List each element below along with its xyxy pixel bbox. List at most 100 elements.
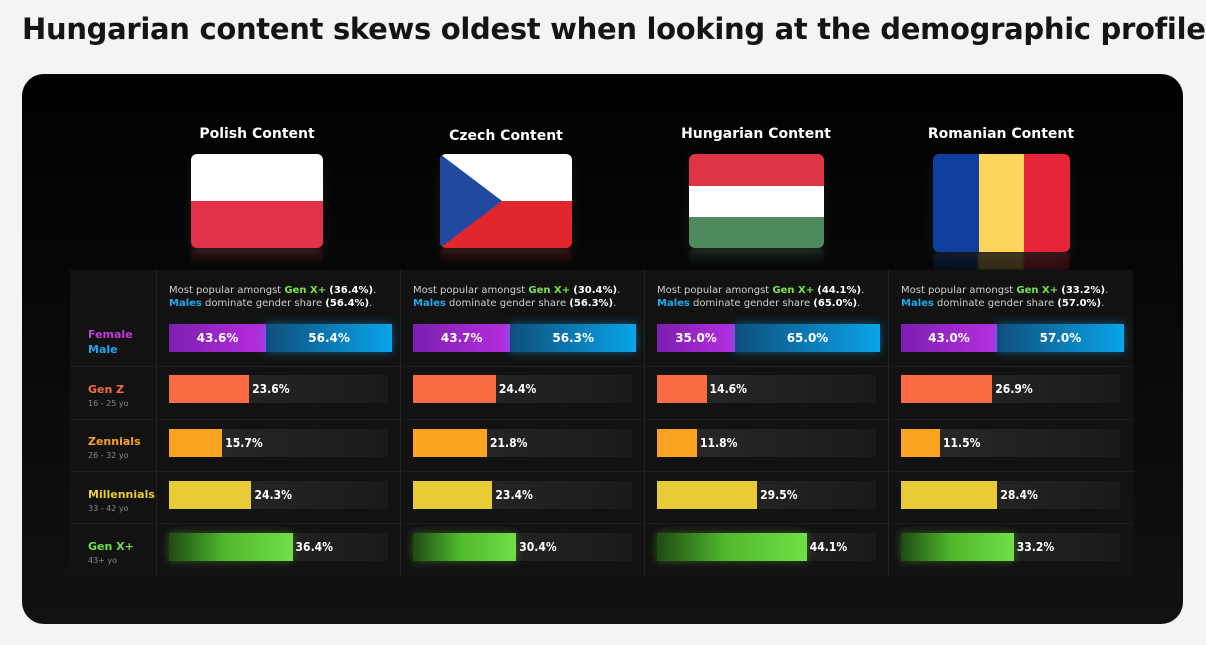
column-header-polish: Polish Content bbox=[142, 124, 372, 266]
bar-value-label: 26.9% bbox=[995, 382, 1033, 396]
row-label-gender: Female Male bbox=[88, 327, 133, 357]
bar-genz bbox=[657, 375, 707, 403]
row-label-age: 43+ yo bbox=[88, 556, 118, 565]
bar-zennials bbox=[657, 429, 698, 457]
female-bar-segment bbox=[169, 324, 267, 352]
divider bbox=[400, 270, 401, 576]
column-note: Most popular amongst Gen X+ (36.4%). Male… bbox=[169, 284, 376, 310]
bar-track-zennials: 21.8% bbox=[413, 429, 632, 457]
bar-zennials bbox=[901, 429, 941, 457]
gender-stacked-bar: 43.6% 56.4% bbox=[169, 324, 392, 352]
bar-track-genz: 23.6% bbox=[169, 375, 388, 403]
gender-stacked-bar: 43.0% 57.0% bbox=[901, 324, 1124, 352]
bar-value-label: 15.7% bbox=[225, 436, 263, 450]
male-bar-segment bbox=[266, 324, 392, 352]
bar-millennials bbox=[901, 481, 998, 509]
bar-value-label: 28.4% bbox=[1000, 488, 1038, 502]
note-gender-line: Males dominate gender share (56.3%). bbox=[413, 298, 617, 309]
bar-millennials bbox=[657, 481, 758, 509]
data-table: Female Male Gen Z 16 - 25 yo Zennials 26… bbox=[70, 270, 1133, 576]
divider bbox=[644, 270, 645, 576]
bar-track-zennials: 11.8% bbox=[657, 429, 876, 457]
bar-track-genz: 24.4% bbox=[413, 375, 632, 403]
note-gender-line: Males dominate gender share (65.0%). bbox=[657, 298, 861, 309]
bar-millennials bbox=[413, 481, 493, 509]
column-header-czech: Czech Content bbox=[391, 126, 621, 266]
page-title: Hungarian content skews oldest when look… bbox=[22, 12, 1206, 46]
row-label-genz: Gen Z 16 - 25 yo bbox=[88, 382, 129, 410]
column-header-romanian: Romanian Content bbox=[886, 124, 1116, 270]
gender-stacked-bar: 43.7% 56.3% bbox=[413, 324, 636, 352]
bar-value-label: 36.4% bbox=[295, 540, 333, 554]
divider bbox=[888, 270, 889, 576]
female-label: Female bbox=[88, 328, 133, 341]
bar-value-label: 11.5% bbox=[943, 436, 981, 450]
bar-value-label: 44.1% bbox=[809, 540, 848, 554]
bar-track-millennials: 28.4% bbox=[901, 481, 1120, 509]
bar-value-label: 30.4% bbox=[519, 540, 557, 554]
column-title: Romanian Content bbox=[927, 126, 1075, 142]
row-label-zennials: Zennials 26 - 32 yo bbox=[88, 434, 141, 462]
bar-value-label: 23.6% bbox=[252, 382, 290, 396]
row-label-text: Zennials bbox=[88, 435, 141, 448]
bar-track-genx: 36.4% bbox=[169, 533, 388, 561]
bar-zennials bbox=[413, 429, 487, 457]
divider bbox=[70, 471, 1133, 472]
column-note: Most popular amongst Gen X+ (30.4%). Male… bbox=[413, 284, 620, 310]
gender-stacked-bar: 35.0% 65.0% bbox=[657, 324, 880, 352]
row-label-genx: Gen X+ 43+ yo bbox=[88, 539, 134, 567]
column-title: Czech Content bbox=[449, 128, 563, 144]
bar-track-zennials: 15.7% bbox=[169, 429, 388, 457]
note-popular-line: Most popular amongst Gen X+ (44.1%). bbox=[657, 285, 865, 296]
female-bar-segment bbox=[657, 324, 736, 352]
male-bar-segment bbox=[735, 324, 880, 352]
row-label-text: Gen X+ bbox=[88, 540, 134, 553]
female-bar-segment bbox=[413, 324, 511, 352]
female-bar-segment bbox=[901, 324, 997, 352]
bar-track-genz: 14.6% bbox=[657, 375, 876, 403]
male-value-label: 56.4% bbox=[308, 331, 350, 345]
female-value-label: 43.6% bbox=[196, 331, 239, 345]
bar-genx bbox=[901, 533, 1014, 561]
bar-genx bbox=[413, 533, 517, 561]
poland-flag-icon bbox=[191, 154, 323, 248]
bar-genx bbox=[169, 533, 293, 561]
bar-track-genx: 30.4% bbox=[413, 533, 632, 561]
bar-track-millennials: 29.5% bbox=[657, 481, 876, 509]
bar-track-millennials: 23.4% bbox=[413, 481, 632, 509]
note-popular-line: Most popular amongst Gen X+ (36.4%). bbox=[169, 285, 377, 296]
column-note: Most popular amongst Gen X+ (33.2%). Male… bbox=[901, 284, 1108, 310]
bar-value-label: 24.3% bbox=[254, 488, 292, 502]
czech-flag-icon bbox=[440, 154, 572, 248]
bar-value-label: 33.2% bbox=[1016, 540, 1055, 554]
bar-zennials bbox=[169, 429, 223, 457]
male-value-label: 65.0% bbox=[786, 331, 829, 345]
bar-genz bbox=[901, 375, 993, 403]
divider bbox=[156, 270, 157, 576]
row-label-text: Millennials bbox=[88, 488, 155, 501]
romania-flag-icon bbox=[932, 154, 1070, 252]
hungary-flag-icon bbox=[688, 154, 824, 248]
note-popular-line: Most popular amongst Gen X+ (33.2%). bbox=[901, 285, 1109, 296]
bar-genx bbox=[657, 533, 807, 561]
bar-genz bbox=[413, 375, 496, 403]
note-gender-line: Males dominate gender share (56.4%). bbox=[169, 298, 373, 309]
note-gender-line: Males dominate gender share (57.0%). bbox=[901, 298, 1105, 309]
bar-genz bbox=[169, 375, 250, 403]
bar-track-millennials: 24.3% bbox=[169, 481, 388, 509]
row-label-text: Gen Z bbox=[88, 383, 125, 396]
column-header-hungarian: Hungarian Content bbox=[641, 124, 871, 266]
column-note: Most popular amongst Gen X+ (44.1%). Male… bbox=[657, 284, 864, 310]
column-title: Hungarian Content bbox=[681, 126, 831, 142]
bar-value-label: 14.6% bbox=[709, 382, 747, 396]
bar-value-label: 24.4% bbox=[498, 382, 537, 396]
bar-track-genx: 33.2% bbox=[901, 533, 1120, 561]
male-bar-segment bbox=[996, 324, 1124, 352]
bar-value-label: 21.8% bbox=[490, 436, 528, 450]
bar-millennials bbox=[169, 481, 252, 509]
bar-value-label: 29.5% bbox=[760, 488, 798, 502]
female-value-label: 43.7% bbox=[440, 331, 483, 345]
female-value-label: 35.0% bbox=[675, 331, 717, 345]
column-title: Polish Content bbox=[199, 126, 315, 142]
bar-track-zennials: 11.5% bbox=[901, 429, 1120, 457]
